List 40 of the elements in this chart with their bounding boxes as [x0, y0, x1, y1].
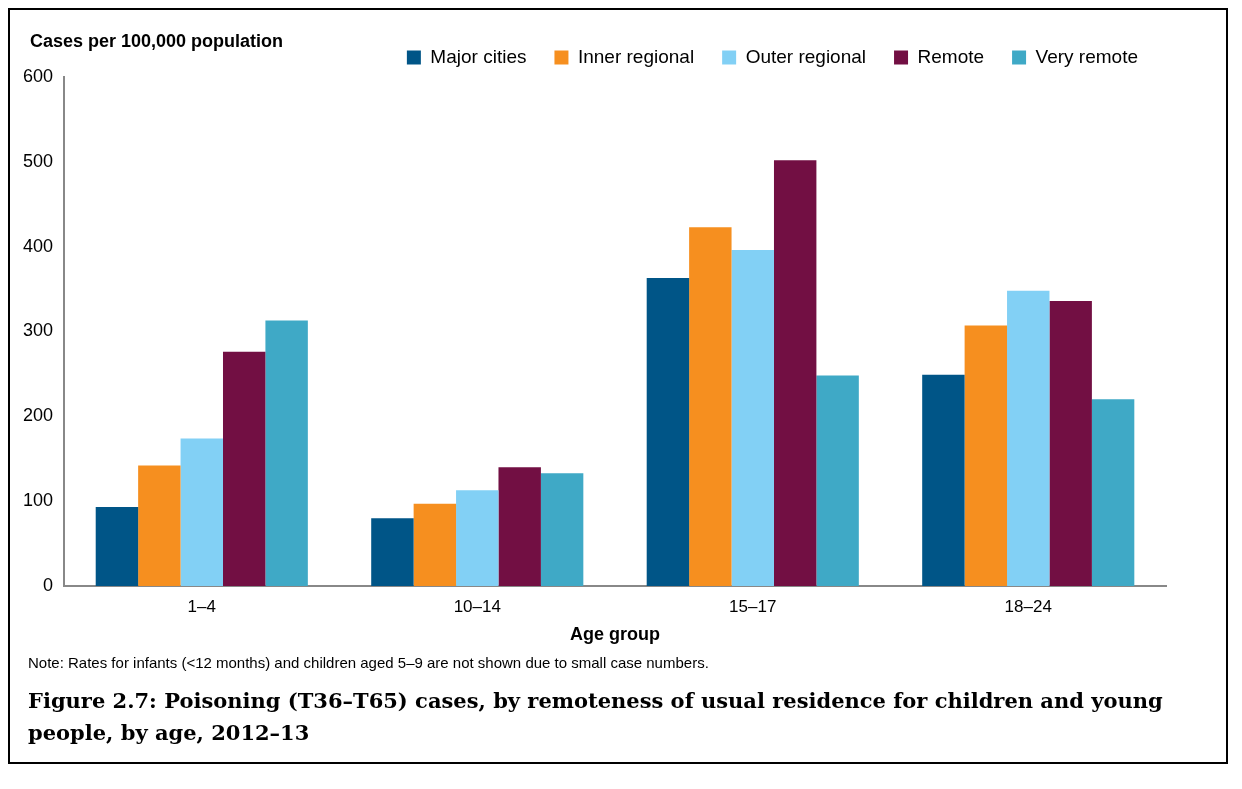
y-tick-label: 300: [22, 320, 54, 341]
bar: [540, 473, 584, 586]
bar: [773, 160, 817, 586]
y-tick-label: 400: [22, 235, 54, 256]
y-axis-title: Cases per 100,000 population: [30, 30, 284, 51]
x-tick-label: 10–14: [453, 596, 501, 616]
x-tick-label: 18–24: [1004, 596, 1052, 616]
bar: [689, 227, 732, 586]
bar: [371, 518, 414, 586]
y-tick-label: 100: [22, 490, 54, 511]
bar: [413, 503, 457, 586]
bar: [138, 465, 181, 586]
y-tick-label: 600: [22, 65, 54, 86]
y-tick-label: 0: [43, 574, 54, 595]
text: Figure 2.7: Poisoning (T36–T65) cases, by remoteness of usual residence for children and young people, by age, 2012–13: [27, 687, 1164, 747]
legend-label: Inner regional: [577, 45, 695, 67]
bar: [222, 351, 266, 586]
legend-label: Outer regional: [745, 45, 867, 67]
bar: [180, 438, 223, 586]
bar: [456, 490, 499, 586]
bar: [498, 467, 541, 586]
bar: [1091, 399, 1135, 586]
y-tick-label: 200: [22, 405, 54, 426]
bar: [1007, 290, 1050, 586]
x-axis-title: Age group: [570, 624, 661, 645]
legend-label: Major cities: [430, 45, 527, 67]
legend-label: Very remote: [1035, 45, 1139, 67]
bar: [731, 250, 774, 586]
text: Note: Rates for infants (<12 months) and children aged 5–9 are not shown due to small case numbers.: [27, 653, 710, 673]
x-tick-label: 1–4: [187, 596, 216, 616]
y-tick-label: 500: [22, 150, 54, 171]
legend-label: Remote: [917, 45, 985, 67]
bar: [922, 374, 965, 586]
bar: [964, 325, 1008, 586]
bar: [95, 507, 139, 586]
x-tick-label: 15–17: [729, 596, 777, 616]
bar: [646, 278, 690, 586]
bar: [816, 375, 859, 586]
bar: [1049, 300, 1092, 586]
bar: [265, 320, 308, 586]
